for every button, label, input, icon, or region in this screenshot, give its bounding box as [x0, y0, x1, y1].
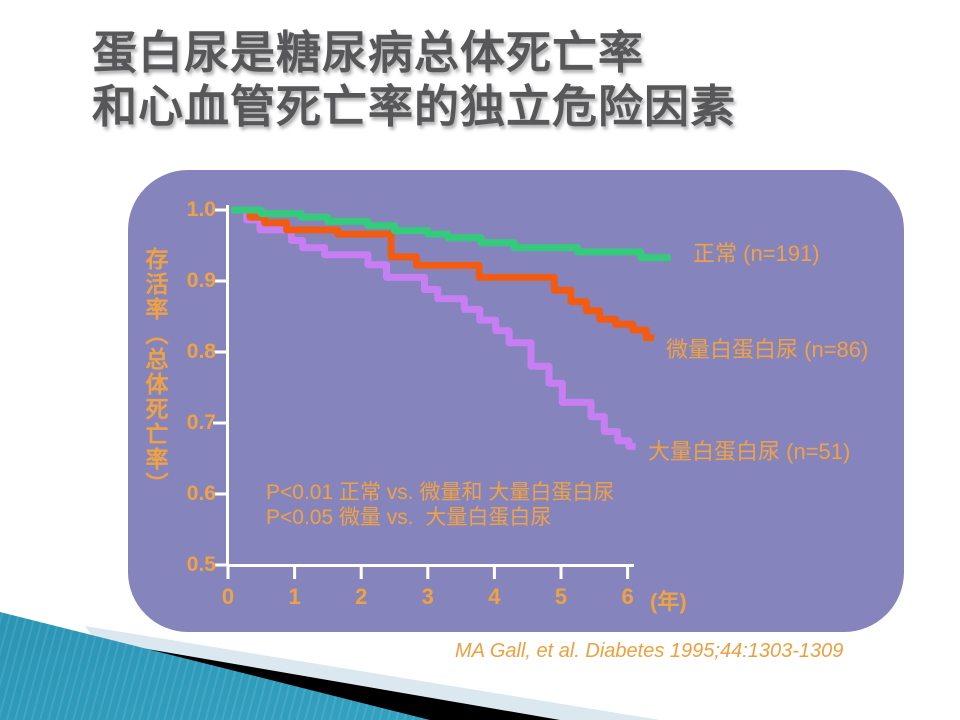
x-tick-label: 6 — [621, 584, 634, 609]
x-tick-label: 3 — [421, 584, 434, 609]
slide-title-line-1: 蛋白尿是糖尿病总体死亡率 — [92, 27, 645, 78]
x-tick-label: 1 — [288, 584, 301, 609]
series-label-macroalbuminuria: 大量白蛋白尿 (n=51) — [648, 439, 851, 464]
x-tick-label: 2 — [355, 584, 368, 609]
x-tick-label: 4 — [488, 584, 501, 609]
slide-title-line-2: 和心血管死亡率的独立危险因素 — [92, 81, 737, 132]
x-tick-label: 5 — [554, 584, 568, 609]
y-axis-title: 存活率（总体死亡率） — [142, 247, 168, 497]
y-tick-label: 0.6 — [186, 482, 216, 505]
x-axis-unit-label: (年) — [650, 589, 687, 614]
slide-title: 蛋白尿是糖尿病总体死亡率 和心血管死亡率的独立危险因素 — [92, 26, 736, 134]
p-value-note-1: P<0.01 正常 vs. 微量和 大量白蛋白尿 — [266, 481, 615, 504]
y-tick-label: 1.0 — [186, 198, 216, 221]
y-tick-label: 0.8 — [186, 340, 216, 363]
y-tick-label: 0.7 — [186, 411, 216, 434]
series-label-microalbuminuria: 微量白蛋白尿 (n=86) — [666, 337, 869, 362]
citation-text: MA Gall, et al. Diabetes 1995;44:1303-13… — [455, 640, 844, 662]
p-value-note-2: P<0.05 微量 vs. 大量白蛋白尿 — [266, 506, 552, 529]
y-tick-label: 0.5 — [186, 553, 216, 576]
y-tick-label: 0.9 — [186, 269, 216, 292]
series-label-normal: 正常 (n=191) — [693, 241, 820, 266]
x-tick-label: 0 — [221, 584, 235, 609]
